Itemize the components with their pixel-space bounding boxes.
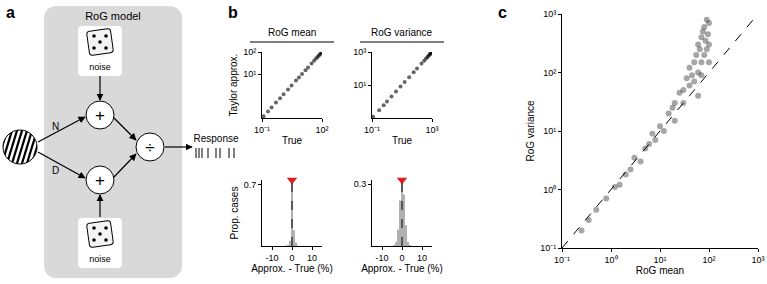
svg-text:True: True bbox=[392, 135, 413, 146]
svg-text:Approx. - True (%): Approx. - True (%) bbox=[361, 263, 443, 274]
svg-text:Prop. cases: Prop. cases bbox=[229, 187, 240, 240]
svg-text:True: True bbox=[282, 135, 303, 146]
svg-text:RoG variance: RoG variance bbox=[525, 100, 536, 162]
svg-text:0: 0 bbox=[289, 253, 294, 263]
svg-text:RoG mean: RoG mean bbox=[268, 27, 316, 38]
svg-text:10⁰: 10⁰ bbox=[604, 255, 617, 265]
svg-text:N: N bbox=[52, 121, 59, 132]
svg-text:10²: 10² bbox=[315, 125, 328, 135]
svg-text:0.3: 0.3 bbox=[354, 179, 367, 189]
svg-text:c: c bbox=[498, 4, 507, 21]
svg-text:10: 10 bbox=[417, 253, 427, 263]
svg-text:+: + bbox=[95, 171, 105, 190]
svg-text:10³: 10³ bbox=[425, 125, 438, 135]
svg-text:D: D bbox=[52, 165, 59, 176]
svg-text:Response: Response bbox=[193, 133, 238, 144]
svg-text:0.7: 0.7 bbox=[244, 180, 257, 190]
svg-text:+: + bbox=[95, 106, 105, 125]
svg-text:RoG model: RoG model bbox=[85, 10, 141, 22]
svg-text:10¹: 10¹ bbox=[353, 80, 366, 90]
svg-text:b: b bbox=[228, 4, 238, 21]
svg-text:10⁻¹: 10⁻¹ bbox=[364, 125, 380, 135]
svg-text:Approx. - True (%): Approx. - True (%) bbox=[251, 263, 333, 274]
svg-text:10²: 10² bbox=[543, 68, 556, 78]
svg-text:10¹: 10¹ bbox=[543, 126, 556, 136]
svg-text:10³: 10³ bbox=[543, 9, 556, 19]
svg-text:RoG mean: RoG mean bbox=[636, 265, 684, 276]
svg-text:-10: -10 bbox=[375, 253, 388, 263]
svg-text:10⁻¹: 10⁻¹ bbox=[540, 243, 556, 253]
svg-text:10³: 10³ bbox=[353, 47, 366, 57]
svg-text:10²: 10² bbox=[702, 255, 715, 265]
svg-text:10¹: 10¹ bbox=[653, 255, 666, 265]
svg-text:noise: noise bbox=[89, 254, 111, 264]
svg-text:0: 0 bbox=[399, 253, 404, 263]
svg-text:10⁻¹: 10⁻¹ bbox=[254, 125, 270, 135]
svg-text:RoG variance: RoG variance bbox=[371, 27, 433, 38]
svg-text:-10: -10 bbox=[265, 253, 278, 263]
svg-text:noise: noise bbox=[89, 62, 111, 72]
svg-text:10²: 10² bbox=[243, 47, 256, 57]
svg-text:÷: ÷ bbox=[145, 138, 154, 157]
svg-text:10¹: 10¹ bbox=[243, 69, 256, 79]
svg-text:Taylor approx.: Taylor approx. bbox=[228, 54, 239, 117]
svg-text:10⁻¹: 10⁻¹ bbox=[554, 255, 570, 265]
svg-text:10³: 10³ bbox=[751, 255, 764, 265]
svg-text:a: a bbox=[6, 4, 15, 21]
svg-text:10⁰: 10⁰ bbox=[543, 185, 556, 195]
svg-text:10: 10 bbox=[307, 253, 317, 263]
